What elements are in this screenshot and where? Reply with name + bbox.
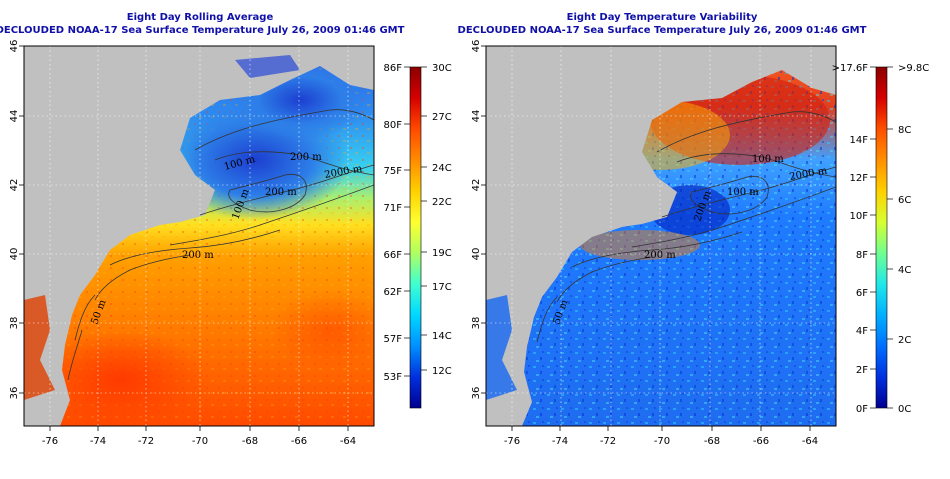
left-y-tick-label: 46	[9, 40, 20, 53]
right-colorbar-f-label: >17.6F	[832, 63, 869, 74]
right-colorbar-f-label: 6F	[856, 288, 868, 299]
right-colorbar-f-label: 2F	[856, 365, 868, 376]
left-y-tick-label: 44	[9, 110, 20, 123]
right-contour-label-1: 100 m	[752, 154, 784, 165]
right-panel-subtitle: DECLOUDED NOAA-17 Sea Surface Temperatur…	[458, 25, 867, 36]
right-contour-label-3: 100 m	[727, 187, 759, 198]
right-x-tick-label: -76	[504, 436, 520, 447]
left-land-mass	[24, 46, 374, 426]
left-x-tick-label: -64	[340, 436, 356, 447]
left-colorbar-c-label: 22C	[432, 197, 452, 208]
left-map: 200 m 100 m 2000 m 200 m 100 m 200 m 50 …	[24, 46, 374, 426]
left-x-tick-label: -74	[90, 436, 106, 447]
left-colorbar-labels: 86F 80F 75F 71F 66F 62F 57F 53F 30C 27C 24C 22C 19C 1…	[384, 63, 452, 383]
right-colorbar-f-label: 14F	[850, 135, 869, 146]
left-x-axis: -76 -74 -72 -70 -68 -66 -64	[42, 426, 356, 447]
left-contour-label-6: 200 m	[182, 250, 214, 261]
right-y-tick-label: 40	[471, 248, 482, 261]
right-y-tick-label: 44	[471, 110, 482, 123]
right-colorbar	[875, 66, 888, 409]
left-x-tick-label: -72	[138, 436, 154, 447]
left-colorbar-f-label: 66F	[384, 250, 403, 261]
right-land-mass	[486, 46, 836, 426]
right-x-tick-label: -72	[600, 436, 616, 447]
left-colorbar-f-label: 80F	[384, 120, 403, 131]
left-map-frame	[23, 45, 375, 427]
right-y-tick-label: 38	[471, 317, 482, 330]
left-panel-title: Eight Day Rolling Average	[127, 12, 274, 23]
right-colorbar-f-label: 0F	[856, 404, 868, 415]
left-colorbar-f-label: 71F	[384, 203, 403, 214]
left-y-tick-label: 36	[9, 387, 20, 400]
right-bathymetry-contours	[536, 111, 836, 343]
left-colorbar-c-label: 27C	[432, 112, 452, 123]
left-colorbar-f-label: 62F	[384, 287, 403, 298]
left-coastal-cold	[235, 55, 300, 78]
right-map: 100 m 2000 m 100 m 200 m 200 m 50 m	[486, 46, 836, 426]
left-contour-label-4: 200 m	[265, 187, 297, 198]
left-x-tick-label: -76	[42, 436, 58, 447]
left-warm-eddy	[270, 290, 374, 370]
right-colorbar-c-label: 8C	[898, 125, 911, 136]
left-colorbar-c-label: 24C	[432, 163, 452, 174]
right-y-tick-label: 36	[471, 387, 482, 400]
left-colorbar-f-label: 53F	[384, 372, 403, 383]
right-colorbar-labels: >17.6F 14F 12F 10F 8F 6F 4F 2F 0F >9.8C 8C 6C 4C 2C 0C	[832, 63, 930, 415]
right-colorbar-f-label: 10F	[850, 211, 869, 222]
right-colorbar-f-label: 12F	[850, 173, 869, 184]
left-colorbar-f-label: 86F	[384, 63, 403, 74]
right-contour-label-5: 200 m	[644, 250, 676, 261]
right-x-tick-label: -74	[552, 436, 568, 447]
right-y-tick-label: 46	[471, 40, 482, 53]
right-graticule	[486, 46, 836, 426]
left-colorbar-f-label: 75F	[384, 166, 403, 177]
right-x-axis: -76 -74 -72 -70 -68 -66 -64	[504, 426, 818, 447]
left-colorbar-c-label: 17C	[432, 282, 452, 293]
right-x-tick-label: -64	[802, 436, 818, 447]
left-colorbar	[409, 66, 422, 409]
left-y-tick-label: 42	[9, 179, 20, 192]
left-colorbar-c-label: 12C	[432, 366, 452, 377]
left-colorbar-c-label: 19C	[432, 248, 452, 259]
right-colorbar-c-label: 2C	[898, 335, 911, 346]
right-map-frame	[485, 45, 837, 427]
right-x-tick-label: -70	[654, 436, 670, 447]
left-x-tick-label: -68	[242, 436, 258, 447]
left-colorbar-f-label: 57F	[384, 334, 403, 345]
left-colorbar-c-label: 14C	[432, 331, 452, 342]
right-colorbar-c-label: 4C	[898, 265, 911, 276]
right-colorbar-c-label: 0C	[898, 404, 911, 415]
right-panel-title: Eight Day Temperature Variability	[567, 12, 758, 23]
left-x-tick-label: -66	[291, 436, 307, 447]
left-contour-label-1: 200 m	[290, 152, 322, 163]
left-chesapeake	[24, 295, 55, 400]
right-colorbar-c-label: >9.8C	[898, 63, 929, 74]
right-shelf-break-band	[580, 230, 700, 260]
right-colorbar-f-label: 8F	[856, 250, 868, 261]
left-panel-subtitle: DECLOUDED NOAA-17 Sea Surface Temperatur…	[0, 25, 405, 36]
right-x-tick-label: -66	[753, 436, 769, 447]
left-x-tick-label: -70	[192, 436, 208, 447]
left-y-axis: 36 38 40 42 44 46	[9, 40, 24, 400]
left-y-tick-label: 40	[9, 248, 20, 261]
left-graticule	[24, 46, 374, 426]
right-colorbar-c-label: 6C	[898, 195, 911, 206]
right-x-tick-label: -68	[704, 436, 720, 447]
left-y-tick-label: 38	[9, 317, 20, 330]
right-y-tick-label: 42	[471, 179, 482, 192]
left-colorbar-c-label: 30C	[432, 63, 452, 74]
left-bathymetry-contours	[67, 109, 374, 381]
right-colorbar-f-label: 4F	[856, 326, 868, 337]
right-chesapeake	[486, 295, 517, 400]
right-y-axis: 36 38 40 42 44 46	[471, 40, 486, 400]
